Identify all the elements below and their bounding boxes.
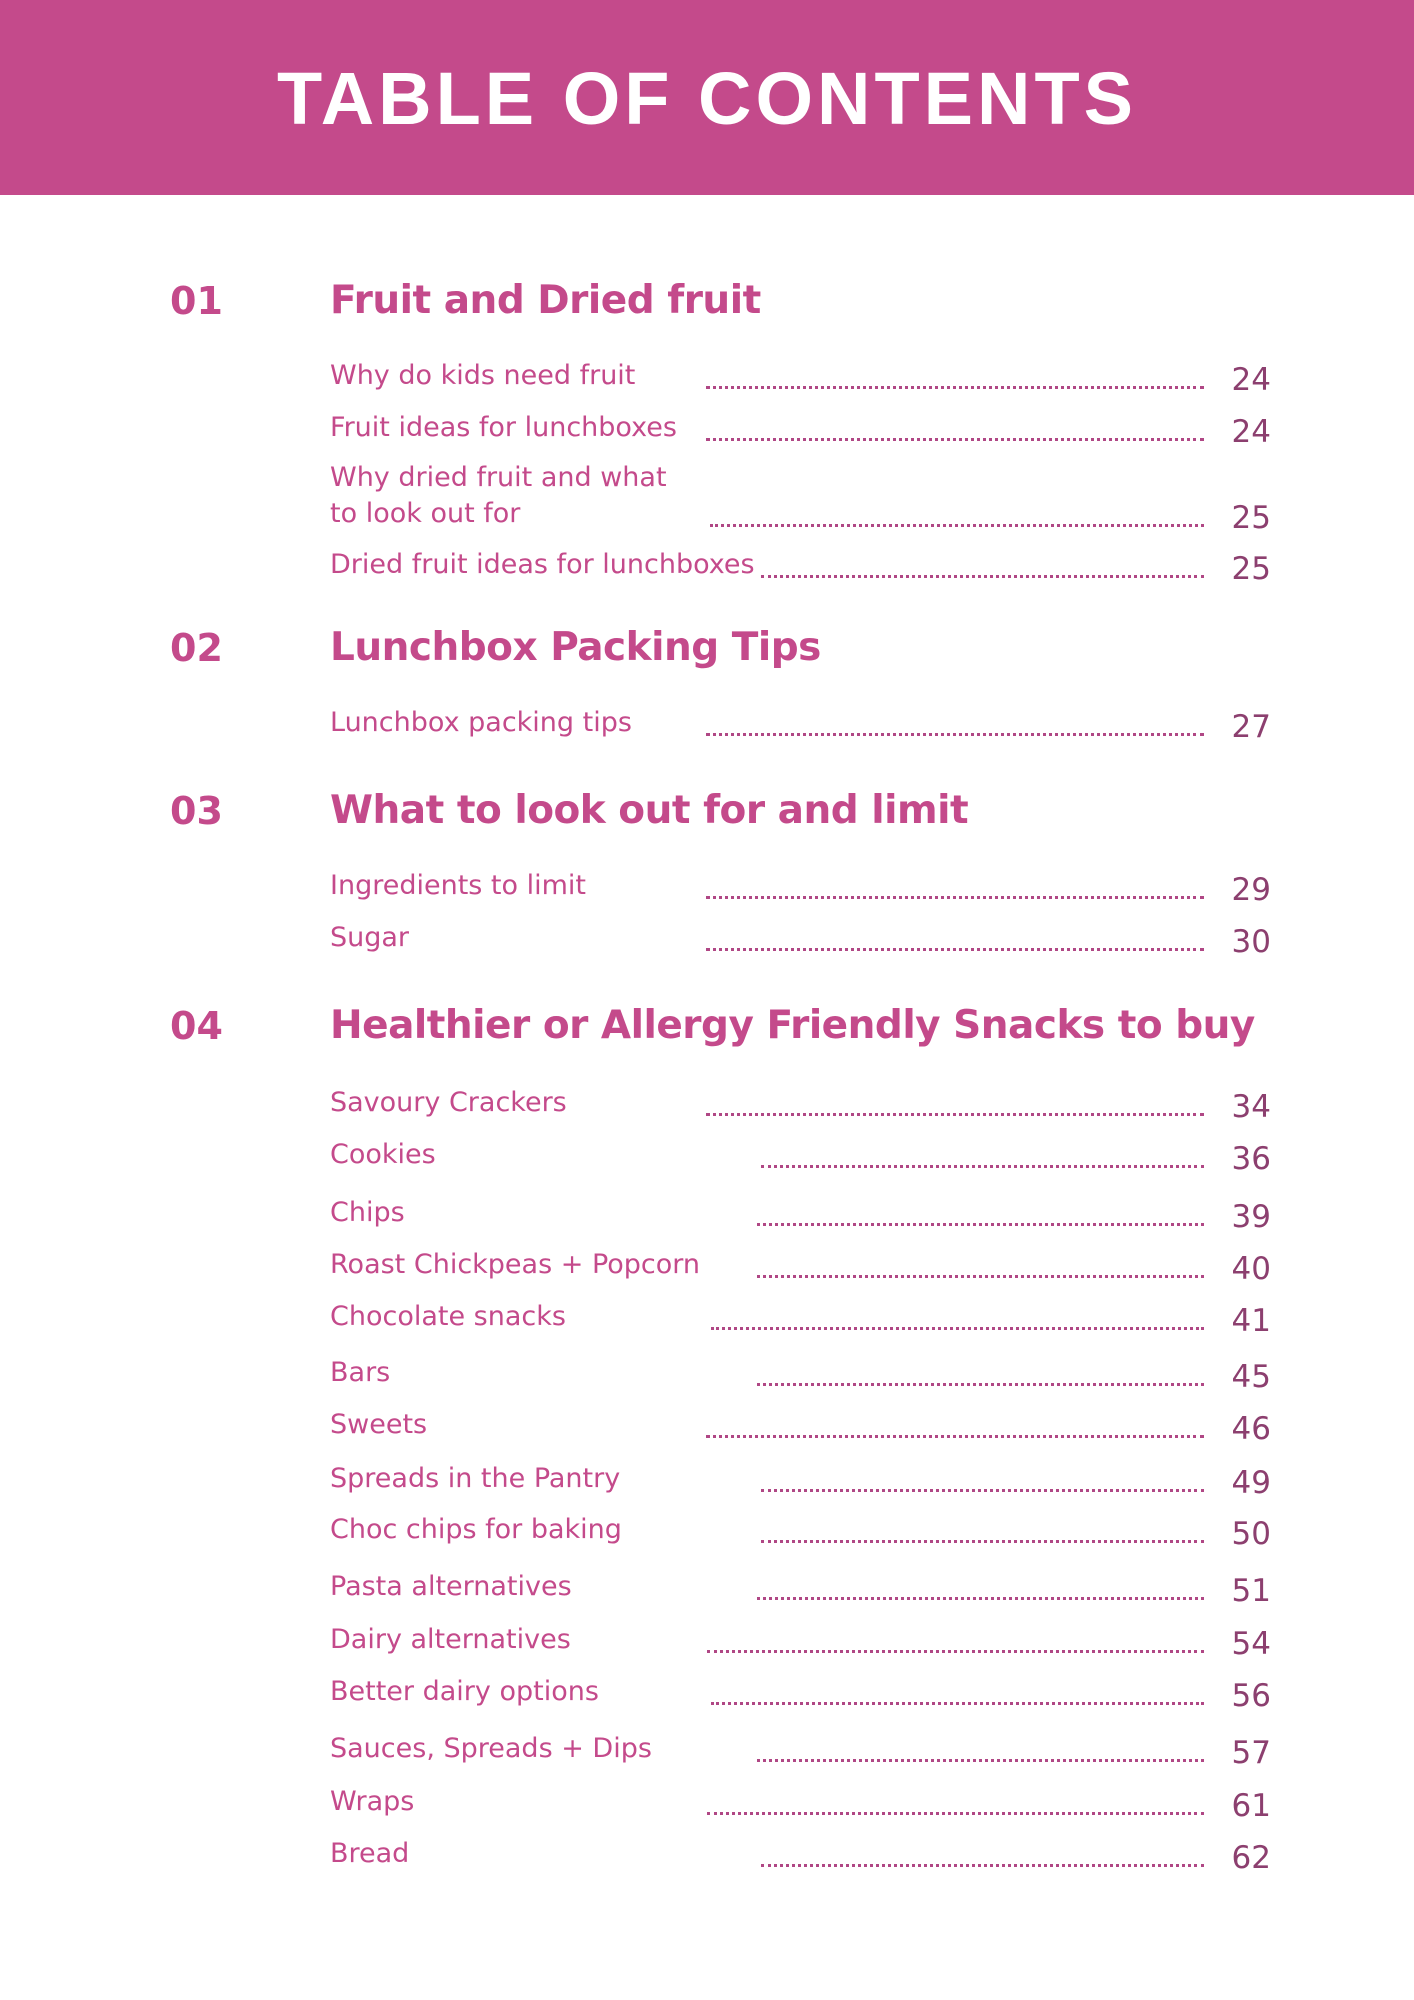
dot-leader bbox=[706, 896, 1204, 899]
toc-entry-label[interactable]: Chocolate snacks bbox=[330, 1301, 566, 1332]
page-title: TABLE OF CONTENTS bbox=[276, 57, 1138, 140]
section-number: 02 bbox=[170, 626, 223, 670]
toc-entry-label[interactable]: Wraps bbox=[330, 1786, 415, 1817]
toc-entry-label[interactable]: Bars bbox=[330, 1357, 391, 1388]
toc-entry-label[interactable]: Chips bbox=[330, 1197, 405, 1228]
dot-leader bbox=[757, 1383, 1204, 1386]
page-number[interactable]: 36 bbox=[1231, 1141, 1271, 1177]
dot-leader bbox=[761, 575, 1204, 578]
page-number[interactable]: 39 bbox=[1231, 1199, 1271, 1235]
page-number[interactable]: 25 bbox=[1231, 500, 1271, 536]
toc-entry-label[interactable]: Dairy alternatives bbox=[330, 1624, 571, 1655]
page-number[interactable]: 24 bbox=[1231, 362, 1271, 398]
toc-entry-label[interactable]: Fruit ideas for lunchboxes bbox=[330, 412, 677, 443]
toc-entry-label[interactable]: Cookies bbox=[330, 1139, 436, 1170]
dot-leader bbox=[707, 1650, 1204, 1653]
section-number: 04 bbox=[170, 1004, 223, 1048]
page-number[interactable]: 49 bbox=[1231, 1465, 1271, 1501]
section-title: Healthier or Allergy Friendly Snacks to … bbox=[330, 1003, 1255, 1048]
toc-entry-label[interactable]: Ingredients to limit bbox=[330, 870, 587, 901]
toc-entry-label[interactable]: Why dried fruit and what bbox=[330, 462, 667, 493]
toc-entry-label[interactable]: Savoury Crackers bbox=[330, 1087, 567, 1118]
dot-leader bbox=[706, 733, 1204, 736]
dot-leader bbox=[761, 1165, 1204, 1168]
section-number: 03 bbox=[170, 789, 223, 833]
page-number[interactable]: 27 bbox=[1231, 709, 1271, 745]
page-number[interactable]: 50 bbox=[1231, 1516, 1271, 1552]
dot-leader bbox=[757, 1275, 1204, 1278]
page-number[interactable]: 29 bbox=[1231, 872, 1271, 908]
page-number[interactable]: 24 bbox=[1231, 414, 1271, 450]
toc-entry-label[interactable]: Sauces, Spreads + Dips bbox=[330, 1733, 652, 1764]
dot-leader bbox=[706, 1435, 1204, 1438]
dot-leader bbox=[706, 438, 1204, 441]
section-number: 01 bbox=[170, 279, 223, 323]
toc-entry-label[interactable]: Sweets bbox=[330, 1409, 428, 1440]
section-title: Lunchbox Packing Tips bbox=[330, 625, 821, 670]
dot-leader bbox=[761, 1540, 1204, 1543]
dot-leader bbox=[711, 1702, 1204, 1705]
toc-entry-label[interactable]: Sugar bbox=[330, 922, 410, 953]
dot-leader bbox=[761, 1489, 1204, 1492]
toc-entry-label[interactable]: Pasta alternatives bbox=[330, 1571, 572, 1602]
toc-entry-label[interactable]: Dried fruit ideas for lunchboxes bbox=[330, 549, 755, 580]
page-number[interactable]: 61 bbox=[1231, 1788, 1271, 1824]
dot-leader bbox=[757, 1223, 1204, 1226]
page-number[interactable]: 54 bbox=[1231, 1626, 1271, 1662]
toc-entry-label[interactable]: Lunchbox packing tips bbox=[330, 707, 632, 738]
toc-entry-label[interactable]: Spreads in the Pantry bbox=[330, 1463, 621, 1494]
page-number[interactable]: 41 bbox=[1231, 1303, 1271, 1339]
page-number[interactable]: 57 bbox=[1231, 1735, 1271, 1771]
header-banner: TABLE OF CONTENTS bbox=[0, 0, 1414, 195]
dot-leader bbox=[707, 1812, 1204, 1815]
page-number[interactable]: 51 bbox=[1231, 1573, 1271, 1609]
toc-entry-label[interactable]: Roast Chickpeas + Popcorn bbox=[330, 1249, 701, 1280]
page-number[interactable]: 34 bbox=[1231, 1089, 1271, 1125]
page-number[interactable]: 30 bbox=[1231, 924, 1271, 960]
toc-entry-label[interactable]: Bread bbox=[330, 1838, 410, 1869]
page-number[interactable]: 62 bbox=[1231, 1840, 1271, 1876]
dot-leader bbox=[761, 1864, 1204, 1867]
section-title: Fruit and Dried fruit bbox=[330, 278, 761, 323]
dot-leader bbox=[710, 524, 1204, 527]
page-number[interactable]: 46 bbox=[1231, 1411, 1271, 1447]
toc-entry-label[interactable]: Choc chips for baking bbox=[330, 1514, 622, 1545]
dot-leader bbox=[757, 1597, 1204, 1600]
page-number[interactable]: 45 bbox=[1231, 1359, 1271, 1395]
page-number[interactable]: 40 bbox=[1231, 1251, 1271, 1287]
dot-leader bbox=[711, 1327, 1204, 1330]
page-number[interactable]: 56 bbox=[1231, 1678, 1271, 1714]
page-number[interactable]: 25 bbox=[1231, 551, 1271, 587]
toc-entry-label-line2[interactable]: to look out for bbox=[330, 498, 521, 529]
dot-leader bbox=[706, 1113, 1204, 1116]
dot-leader bbox=[706, 948, 1204, 951]
dot-leader bbox=[757, 1759, 1204, 1762]
toc-entry-label[interactable]: Why do kids need fruit bbox=[330, 360, 636, 391]
dot-leader bbox=[706, 386, 1204, 389]
section-title: What to look out for and limit bbox=[330, 788, 969, 833]
toc-entry-label[interactable]: Better dairy options bbox=[330, 1676, 599, 1707]
